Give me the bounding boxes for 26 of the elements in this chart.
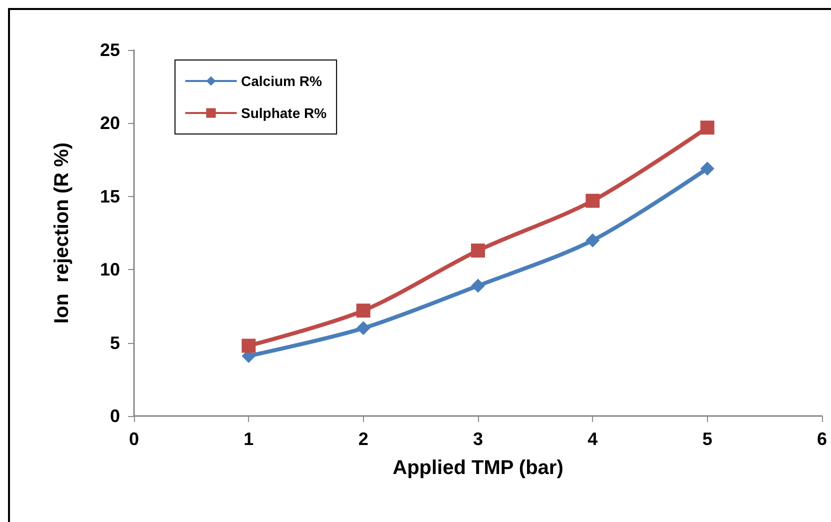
y-tick-label: 5 — [110, 332, 120, 353]
point — [586, 194, 600, 208]
y-tick-label: 20 — [100, 113, 120, 134]
x-tick-label: 1 — [244, 429, 254, 449]
point — [700, 120, 714, 135]
legend-label: Sulphate R% — [241, 105, 328, 121]
y-tick-label: 25 — [100, 40, 120, 60]
x-tick-label: 0 — [128, 429, 140, 449]
point — [356, 321, 370, 336]
point — [700, 162, 714, 176]
point — [471, 244, 485, 258]
point — [242, 338, 256, 353]
point — [356, 304, 370, 318]
y-tick-label: 0 — [110, 406, 120, 426]
point — [586, 233, 600, 248]
y-tick-label: 15 — [100, 186, 120, 206]
x-axis-title: Applied TMP (bar) — [392, 457, 564, 479]
x-tick-label: 5 — [702, 429, 712, 449]
legend-label: Calcium R% — [241, 73, 322, 89]
x-tick-label: 6 — [816, 429, 828, 449]
point — [471, 278, 485, 293]
y-tick-label: 10 — [100, 260, 120, 280]
y-axis-title: Ion rejection (R %) — [51, 142, 73, 324]
x-tick-label: 3 — [472, 429, 484, 449]
x-tick-label: 2 — [358, 429, 368, 449]
x-tick-label: 4 — [588, 429, 598, 449]
